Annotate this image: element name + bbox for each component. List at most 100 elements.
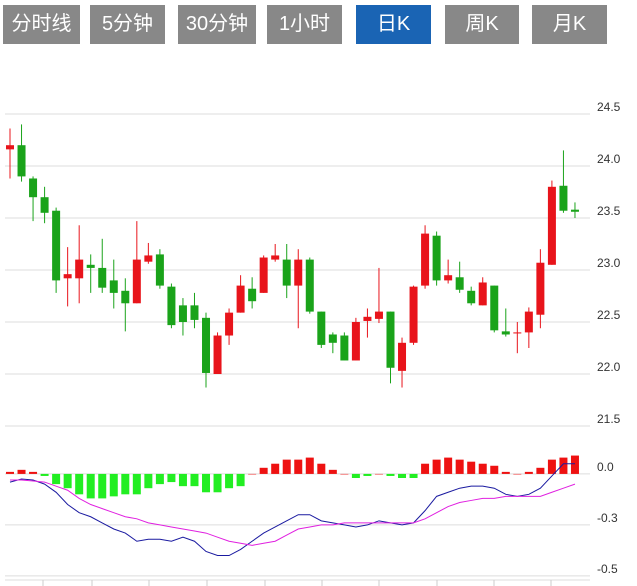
macd-bar <box>328 469 337 474</box>
candle-body <box>178 305 187 322</box>
macd-bar <box>363 473 372 476</box>
y-tick-label: -0.5 <box>597 562 618 576</box>
candle-body <box>6 145 14 150</box>
candle-body <box>305 259 314 312</box>
candle-body <box>328 334 337 343</box>
candle-body <box>478 282 487 306</box>
candle-body <box>202 317 211 373</box>
macd-bar <box>259 467 268 474</box>
macd-bar <box>536 467 545 474</box>
candle-body <box>155 254 164 286</box>
candle-body <box>225 312 234 336</box>
candle-body <box>17 145 26 177</box>
candle-body <box>386 311 395 368</box>
macd-bar <box>317 463 326 474</box>
candle-body <box>559 185 568 211</box>
macd-bar <box>63 473 72 489</box>
y-tick-label: 24.5 <box>597 100 621 114</box>
candle-body <box>236 285 245 313</box>
macd-bar <box>236 473 245 487</box>
candle-body <box>294 259 303 286</box>
macd-bar <box>524 471 533 474</box>
candle-body <box>501 331 510 335</box>
macd-bar <box>52 473 61 485</box>
candle-body <box>547 186 556 265</box>
candle-body <box>259 257 268 293</box>
macd-bar <box>213 473 222 493</box>
y-tick-label: 0.0 <box>597 460 614 474</box>
tab[interactable]: 30分钟 <box>178 5 256 44</box>
candle-body <box>374 311 383 319</box>
candle-body <box>109 280 118 293</box>
tab[interactable]: 5分钟 <box>90 5 165 44</box>
candle-body <box>455 277 464 290</box>
x-axis-ticks <box>42 580 552 586</box>
macd-bar <box>75 473 84 495</box>
y-tick-label: 23.5 <box>597 204 621 218</box>
macd-bar <box>248 473 257 475</box>
macd-bar <box>455 459 464 474</box>
macd-bar <box>294 459 303 474</box>
macd-bar <box>225 473 234 489</box>
macd-bar <box>444 457 453 474</box>
macd-bar <box>167 473 176 483</box>
candle-body <box>248 288 257 302</box>
macd-bar <box>490 465 499 474</box>
tab[interactable]: 周K <box>445 5 519 44</box>
macd-bar <box>29 471 38 474</box>
macd-bar <box>109 473 118 497</box>
candle-body <box>52 210 61 281</box>
candle-body <box>40 197 49 213</box>
macd-bar <box>432 459 441 474</box>
candle-body <box>144 255 153 262</box>
macd-bar <box>409 473 418 478</box>
candle-body <box>271 255 280 260</box>
macd-bar <box>202 473 211 493</box>
macd-bar <box>98 473 107 499</box>
tab[interactable]: 分时线 <box>3 5 80 44</box>
candle-body <box>490 285 499 331</box>
macd-bar <box>478 463 487 474</box>
tab[interactable]: 日K <box>356 5 431 44</box>
y-tick-label: 23.0 <box>597 256 621 270</box>
macd-bar <box>121 473 130 495</box>
tab[interactable]: 1小时 <box>267 5 342 44</box>
candle-body <box>524 311 533 333</box>
candle-body <box>513 332 522 334</box>
y-tick-label: -0.3 <box>597 511 618 525</box>
macd-bar <box>271 463 280 474</box>
macd-line <box>9 463 575 557</box>
macd-bar <box>570 455 579 474</box>
macd-bar <box>340 473 349 475</box>
macd-bar <box>17 469 26 474</box>
y-tick-label: 21.5 <box>597 412 621 426</box>
macd-bar <box>178 473 187 487</box>
candle-body <box>398 342 407 371</box>
macd-bar <box>132 473 141 495</box>
macd-bar <box>282 459 291 474</box>
candle-body <box>29 178 38 198</box>
tab-bar: 分时线 5分钟 30分钟 1小时 日K 周K 月K <box>0 5 637 45</box>
macd-bar <box>513 473 522 475</box>
macd-bar <box>547 459 556 474</box>
macd-bar <box>559 457 568 474</box>
macd-bar <box>398 473 407 478</box>
macd-bar <box>144 473 153 489</box>
y-tick-label: 22.0 <box>597 360 621 374</box>
candle-body <box>340 335 349 361</box>
macd-bar <box>86 473 95 499</box>
y-tick-label: 24.0 <box>597 152 621 166</box>
macd-bar <box>351 473 360 478</box>
candle-body <box>121 290 130 304</box>
candle-body <box>213 335 222 374</box>
macd-bar <box>305 457 314 474</box>
candle-body <box>536 262 545 315</box>
macd-bar <box>421 463 430 474</box>
candle-body <box>75 259 84 279</box>
candle-body <box>63 274 72 279</box>
candle-body <box>98 267 107 288</box>
macd-bar <box>190 473 199 487</box>
candle-body <box>432 235 441 281</box>
tab[interactable]: 月K <box>532 5 607 44</box>
